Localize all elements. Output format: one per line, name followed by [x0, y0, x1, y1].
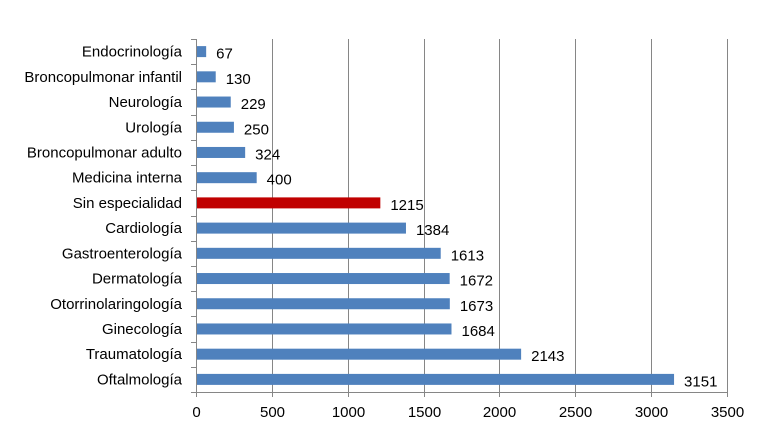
category-label: Oftalmología: [97, 371, 183, 388]
category-label: Ginecología: [102, 321, 183, 338]
value-label: 229: [241, 96, 266, 113]
category-label: Neurología: [109, 94, 183, 111]
grid-lines: [272, 39, 728, 392]
category-label: Gastroenterología: [62, 245, 183, 262]
bar: [196, 96, 231, 108]
bar: [196, 222, 406, 234]
value-label: 1673: [460, 298, 493, 315]
value-label: 400: [267, 172, 292, 189]
value-label: 1613: [451, 247, 484, 264]
value-label: 3151: [684, 373, 717, 390]
bar: [196, 298, 450, 310]
category-label: Broncopulmonar adulto: [27, 144, 182, 161]
value-label: 67: [216, 46, 233, 63]
bar: [196, 373, 675, 385]
category-label: Otorrinolaringología: [50, 296, 182, 313]
value-label: 1684: [461, 323, 494, 340]
x-tick-label: 500: [260, 404, 285, 421]
value-label: 1215: [390, 197, 423, 214]
labels: Endocrinología 67 Broncopulmonar infantil 1…: [24, 44, 744, 421]
value-label: 250: [244, 121, 269, 138]
x-tick-label: 1500: [408, 404, 441, 421]
category-label: Medicina interna: [72, 170, 183, 187]
bar: [196, 146, 246, 158]
category-label: Dermatología: [92, 271, 183, 288]
category-label: Traumatología: [86, 346, 183, 363]
bar: [196, 71, 216, 83]
bars: [196, 46, 675, 385]
x-tick-label: 2000: [483, 404, 516, 421]
category-label: Urología: [125, 119, 182, 136]
x-tick-label: 3000: [635, 404, 668, 421]
value-label: 1672: [460, 273, 493, 290]
x-tick-label: 1000: [332, 404, 365, 421]
category-label: Broncopulmonar infantil: [24, 69, 182, 86]
bar: [196, 273, 450, 285]
category-label: Sin especialidad: [73, 195, 182, 212]
x-tick-label: 0: [192, 404, 200, 421]
value-label: 1384: [416, 222, 449, 239]
axes: [191, 39, 728, 397]
value-label: 130: [226, 71, 251, 88]
bar: [196, 323, 452, 335]
bar: [196, 348, 522, 360]
bar: [196, 247, 441, 259]
value-label: 324: [255, 146, 280, 163]
x-tick-label: 2500: [559, 404, 592, 421]
bar: [196, 197, 381, 209]
bar: [196, 121, 234, 133]
value-label: 2143: [531, 348, 564, 365]
x-tick-label: 3500: [711, 404, 744, 421]
category-label: Endocrinología: [82, 44, 183, 61]
bar: [196, 172, 257, 184]
category-label: Cardiología: [105, 220, 182, 237]
bar: [196, 46, 207, 58]
